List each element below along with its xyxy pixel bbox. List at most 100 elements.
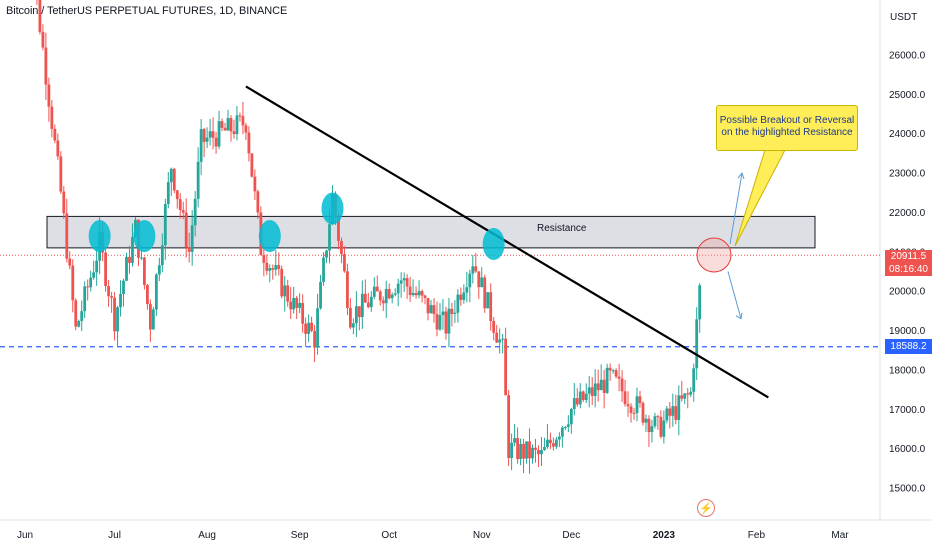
- candle-body: [653, 416, 657, 427]
- candle-body: [578, 391, 582, 405]
- candle-body: [390, 294, 394, 299]
- candle-body: [307, 322, 311, 334]
- candle-body: [151, 309, 155, 330]
- candle-body: [611, 370, 615, 372]
- y-tick-label: 24000.0: [889, 129, 926, 140]
- resistance-zone: [46, 215, 816, 249]
- candle-body: [235, 115, 239, 135]
- candle-body: [190, 225, 194, 252]
- candle-body: [47, 84, 51, 107]
- candle-body: [202, 129, 206, 142]
- candle-body: [599, 379, 603, 391]
- arrow-down-head: [735, 312, 743, 320]
- touch-highlight-circle: [482, 227, 505, 260]
- candle-body: [283, 285, 287, 297]
- candle-body: [486, 292, 490, 309]
- candle-body: [620, 378, 624, 392]
- candle-body: [349, 307, 352, 328]
- y-tick-label: 25000.0: [889, 90, 926, 101]
- candle-body: [274, 265, 278, 270]
- candle-body: [304, 323, 308, 334]
- candle-body: [608, 367, 612, 371]
- candle-body: [614, 370, 618, 377]
- candle-body: [223, 127, 227, 131]
- candle-body: [399, 280, 403, 284]
- candle-body: [572, 398, 576, 410]
- candle-body: [680, 395, 684, 399]
- candle-body: [119, 293, 122, 308]
- candle-body: [357, 306, 361, 318]
- candle-body: [372, 286, 376, 297]
- candle-body: [393, 293, 397, 295]
- candle-body: [172, 168, 176, 191]
- candle-body: [160, 245, 164, 266]
- candle-body: [516, 438, 519, 460]
- x-tick-label: Mar: [831, 530, 849, 541]
- candle-body: [247, 132, 251, 154]
- candle-body: [477, 271, 481, 288]
- candle-body: [38, 0, 42, 32]
- candle-body: [549, 439, 552, 444]
- candle-body: [298, 302, 302, 308]
- candle-body: [128, 256, 131, 263]
- candle-body: [674, 406, 678, 420]
- candle-body: [226, 118, 230, 131]
- trendline: [245, 85, 769, 399]
- candle-body: [145, 285, 149, 305]
- candle-body: [184, 212, 188, 248]
- lightning-icon[interactable]: ⚡: [697, 499, 715, 517]
- candle-body: [492, 321, 496, 333]
- candle-body: [229, 118, 233, 132]
- touch-highlight-circle: [133, 220, 156, 253]
- candle-body: [560, 427, 564, 437]
- candle-body: [569, 409, 573, 425]
- candle-body: [256, 191, 260, 213]
- candle-body: [546, 439, 549, 448]
- candle-body: [346, 271, 349, 308]
- candle-body: [453, 312, 457, 314]
- candle-body: [271, 268, 275, 270]
- candle-body: [483, 277, 487, 309]
- x-tick-label: Feb: [748, 530, 766, 541]
- candle-body: [169, 168, 173, 183]
- candle-body: [501, 338, 505, 340]
- candle-body: [187, 247, 191, 252]
- candle-body: [62, 191, 66, 214]
- candle-body: [441, 311, 445, 316]
- candle-body: [68, 258, 72, 266]
- candle-body: [632, 412, 636, 414]
- x-tick-label: Jul: [108, 530, 121, 541]
- candle-body: [498, 339, 502, 343]
- candle-body: [378, 291, 382, 301]
- callout-note[interactable]: Possible Breakout or Reversal on the hig…: [716, 105, 858, 151]
- candle-body: [199, 129, 203, 162]
- candle-body: [71, 265, 75, 301]
- candle-body: [602, 379, 606, 393]
- candle-body: [414, 292, 418, 296]
- currency-label: USDT: [890, 12, 918, 23]
- candle-body: [113, 297, 116, 332]
- candle-body: [295, 297, 299, 308]
- candle-body: [396, 283, 400, 294]
- candle-body: [280, 268, 284, 297]
- level-price-tag: 18588.2: [885, 339, 932, 354]
- candle-body: [232, 131, 236, 135]
- candle-body: [214, 137, 218, 147]
- candle-body: [89, 277, 93, 288]
- candle-body: [310, 322, 313, 331]
- candle-body: [154, 274, 158, 310]
- candle-body: [450, 308, 454, 314]
- candle-body: [313, 330, 316, 348]
- candle-body: [408, 286, 412, 296]
- candle-body: [181, 210, 185, 213]
- candle-body: [104, 252, 108, 287]
- candle-body: [163, 204, 167, 246]
- candle-body: [686, 393, 690, 395]
- x-tick-label: Nov: [473, 530, 491, 541]
- candle-body: [557, 436, 561, 440]
- arrow-down-line: [727, 271, 742, 319]
- candle-body: [131, 237, 134, 263]
- candle-body: [262, 254, 266, 263]
- callout-line-2: on the highlighted Resistance: [721, 127, 853, 138]
